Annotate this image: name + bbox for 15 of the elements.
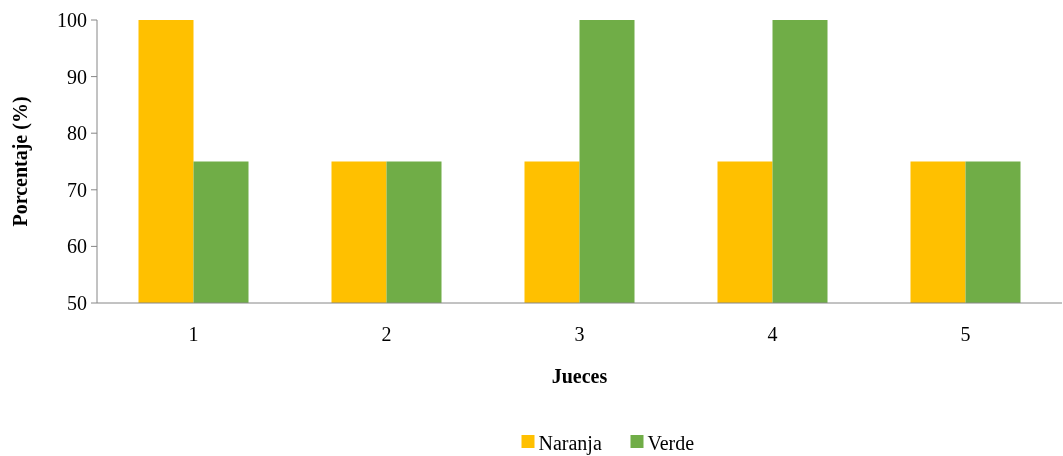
x-tick-label: 3	[574, 323, 585, 345]
x-tick-label: 1	[188, 323, 199, 345]
y-tick-label: 50	[67, 292, 87, 314]
legend-label: Verde	[647, 432, 695, 454]
x-axis-title: Jueces	[551, 365, 608, 387]
y-tick-label: 80	[67, 122, 87, 145]
x-tick-label: 2	[381, 323, 392, 345]
y-tick-label: 90	[67, 65, 87, 88]
y-tick-label: 100	[57, 9, 87, 31]
y-tick-label: 70	[67, 178, 87, 201]
legend-label: Naranja	[538, 432, 602, 455]
y-tick-label: 60	[67, 235, 87, 258]
x-tick-label: 4	[767, 323, 778, 345]
x-tick-label: 5	[960, 323, 971, 345]
y-axis-title: Porcentaje (%)	[9, 96, 32, 227]
